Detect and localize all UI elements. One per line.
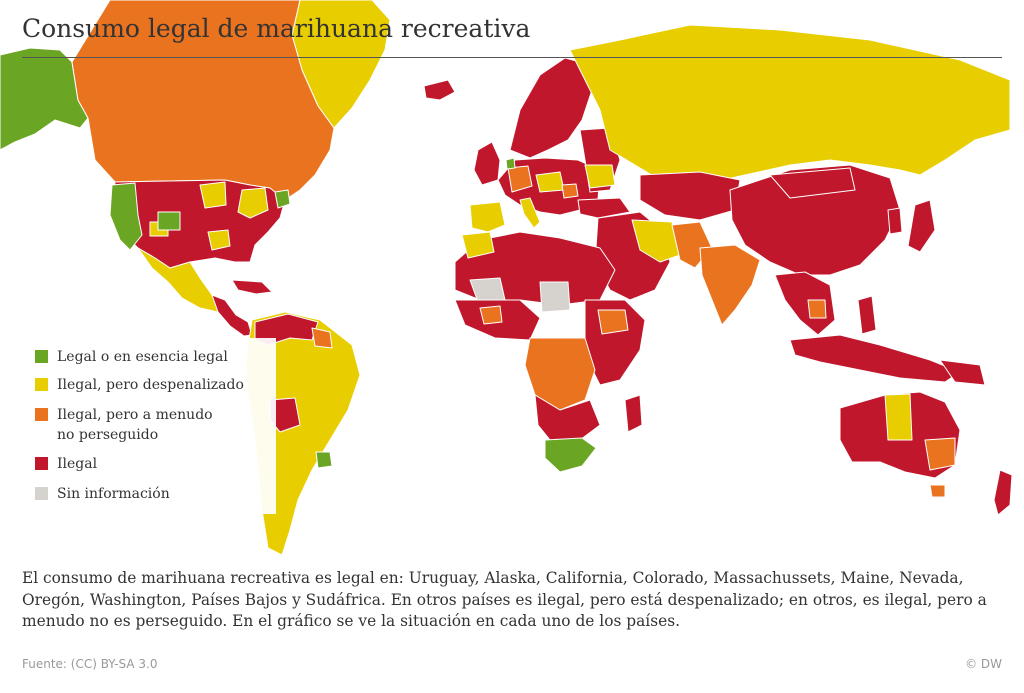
region-ethiopia: [597, 309, 629, 335]
region-indonesia: [789, 334, 961, 383]
region-chad-noinfo: [539, 281, 571, 313]
region-ukraine: [584, 164, 616, 189]
region-central-africa: [524, 337, 596, 411]
region-uk: [473, 141, 501, 186]
legend: Legal o en esencia legal Ilegal, pero de…: [22, 338, 276, 514]
legend-swatch-despenalizado: [35, 378, 48, 391]
region-usa-south-yellow: [207, 229, 231, 251]
region-iran: [631, 219, 681, 263]
region-central-europe: [535, 171, 565, 193]
region-usa-northeast-yellow: [237, 187, 269, 219]
region-china: [729, 164, 901, 276]
region-italy: [519, 197, 541, 229]
legend-label-no-perseguido: Ilegal, pero a menudo no perseguido: [57, 407, 213, 443]
region-colorado: [157, 211, 181, 231]
region-caribbean: [231, 279, 273, 295]
legend-swatch-legal: [35, 350, 48, 363]
region-alaska: [0, 47, 89, 151]
legend-item-legal: Legal o en esencia legal: [35, 347, 228, 367]
region-morocco: [461, 231, 495, 259]
region-maine: [274, 189, 291, 209]
region-canada: [71, 0, 335, 201]
source-credit: Fuente: (CC) BY-SA 3.0: [22, 657, 158, 671]
region-india: [699, 244, 761, 326]
description-text: El consumo de marihuana recreativa es le…: [22, 569, 987, 630]
region-central-asia: [639, 171, 741, 221]
region-southeast-asia: [774, 271, 836, 336]
region-west-africa-orange: [479, 305, 503, 325]
region-scandinavia: [509, 57, 593, 159]
region-mongolia: [769, 167, 856, 199]
region-new-zealand: [993, 469, 1013, 516]
region-philippines: [857, 295, 877, 335]
region-south-africa: [544, 437, 597, 473]
legend-item-no-perseguido: Ilegal, pero a menudo no perseguido: [35, 405, 213, 445]
region-usa-west-legal: [109, 182, 143, 251]
region-balkans-orange: [561, 183, 579, 199]
legend-label-legal: Legal o en esencia legal: [57, 349, 228, 365]
region-iceland: [423, 79, 456, 101]
region-russia: [569, 24, 1011, 186]
title-underline: [22, 57, 1002, 58]
region-netherlands: [505, 157, 516, 170]
region-png: [939, 359, 986, 386]
legend-swatch-no-perseguido: [35, 408, 48, 421]
region-france: [507, 165, 533, 193]
legend-item-despenalizado: Ilegal, pero despenalizado: [35, 375, 244, 395]
region-madagascar: [624, 394, 643, 433]
region-usa-midwest-yellow: [199, 181, 227, 209]
region-tasmania: [929, 484, 946, 498]
region-japan: [907, 199, 936, 253]
legend-item-sin-informacion: Sin información: [35, 484, 170, 504]
region-australia-yellow: [884, 393, 913, 441]
legend-swatch-sin-informacion: [35, 487, 48, 500]
region-central-america: [211, 294, 253, 337]
region-guianas: [311, 327, 333, 349]
region-southern-africa-red: [534, 394, 601, 441]
region-turkey: [577, 197, 631, 219]
legend-item-ilegal: Ilegal: [35, 454, 97, 474]
region-cambodia: [807, 299, 827, 319]
legend-label-despenalizado: Ilegal, pero despenalizado: [57, 377, 244, 393]
map-title: Consumo legal de marihuana recreativa: [22, 14, 531, 43]
legend-label-sin-informacion: Sin información: [57, 486, 170, 502]
region-korea: [887, 207, 903, 235]
legend-label-ilegal: Ilegal: [57, 456, 98, 472]
publisher-credit: © DW: [965, 657, 1002, 671]
legend-swatch-ilegal: [35, 457, 48, 470]
region-australia-orange: [924, 437, 956, 471]
region-uruguay: [315, 451, 333, 469]
region-iberia: [469, 201, 506, 233]
